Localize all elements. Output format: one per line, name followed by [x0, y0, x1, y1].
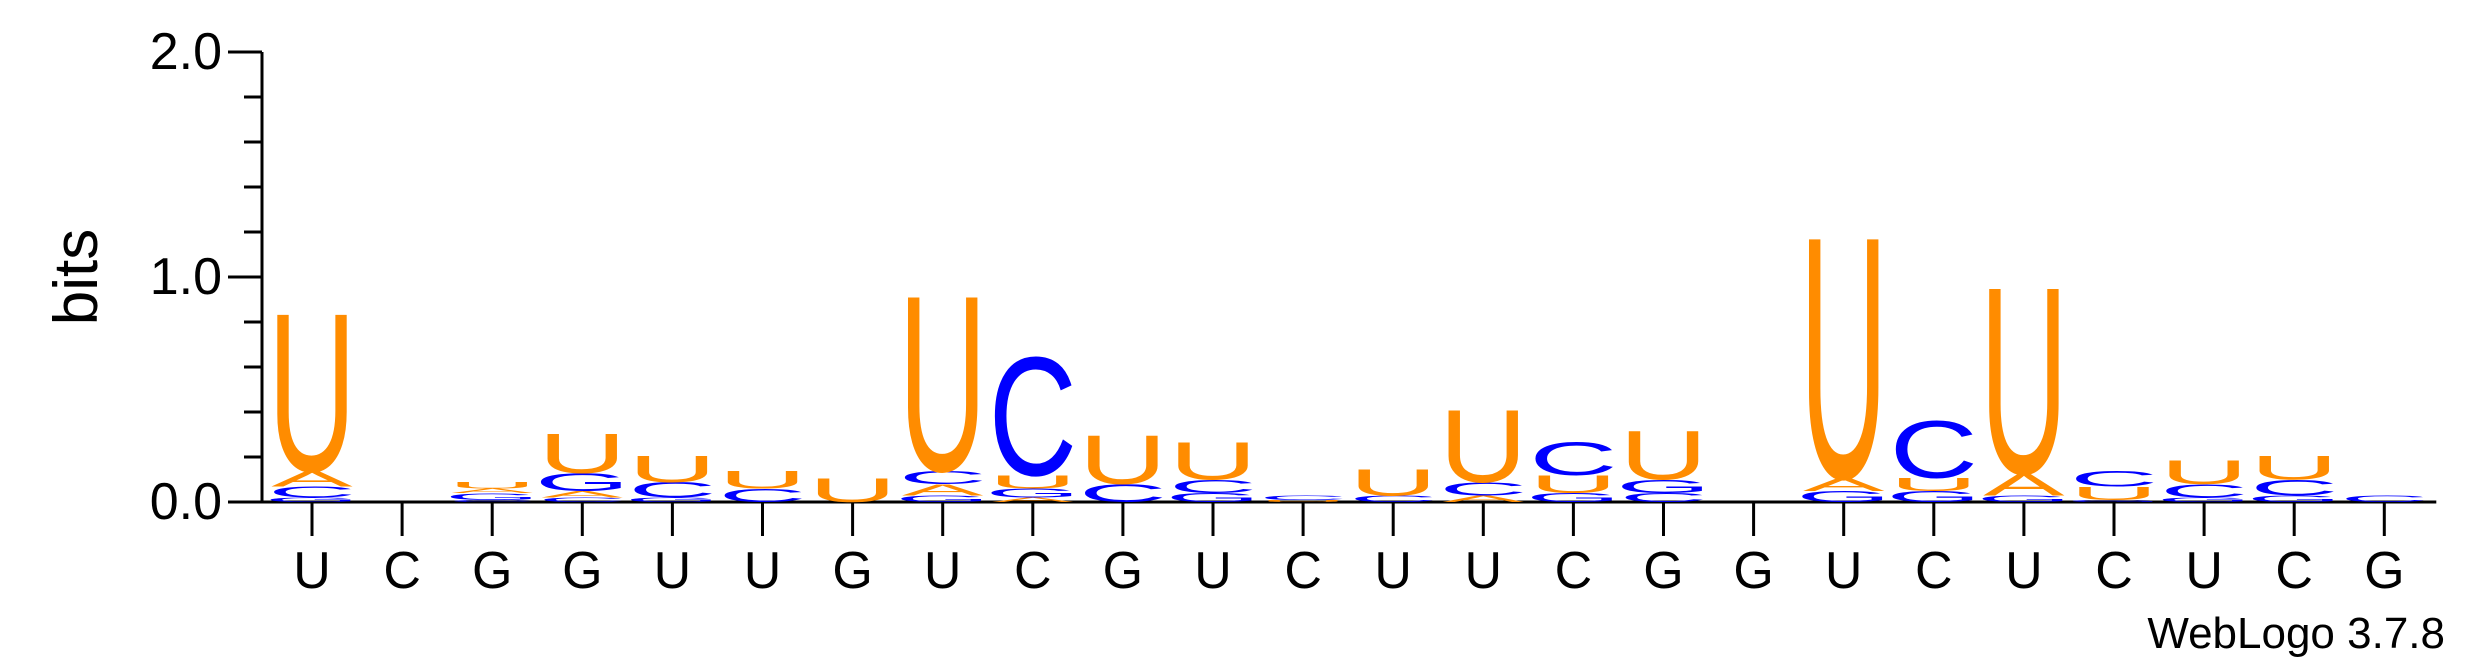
logo-letter-U: U	[2250, 449, 2338, 487]
logo-letter-U: U	[899, 243, 987, 524]
logo-letter-C: C	[538, 496, 626, 503]
logo-letter-A: A	[1443, 494, 1525, 504]
x-tick-label: U	[293, 542, 331, 600]
x-tick-label: C	[1915, 542, 1953, 600]
logo-letter-U: U	[718, 466, 806, 494]
x-tick-label: U	[1194, 542, 1232, 600]
y-tick-label: 1.0	[150, 248, 222, 306]
x-tick-label: U	[744, 542, 782, 600]
logo-letter-G: G	[1616, 476, 1711, 497]
logo-letter-G: G	[1526, 491, 1621, 505]
logo-letter-G: G	[535, 468, 630, 496]
logo-letter-A: A	[542, 489, 624, 499]
logo-letter-U: U	[1800, 164, 1888, 551]
logo-letter-G: G	[1886, 488, 1981, 505]
x-tick-label: C	[1555, 542, 1593, 600]
logo-letter-G: G	[625, 496, 720, 503]
x-tick-label: C	[2095, 542, 2133, 600]
logo-letter-G: G	[1796, 488, 1891, 505]
logo-letter-C: C	[1349, 494, 1437, 504]
logo-letter-U: U	[2070, 483, 2158, 504]
logo-letter-U: U	[448, 480, 536, 490]
weblogo-credit: WebLogo 3.7.8	[2147, 609, 2445, 658]
logo-letter-U: U	[808, 471, 896, 509]
logo-letter-C: C	[989, 322, 1077, 511]
logo-letter-C: C	[268, 483, 356, 500]
axes: 0.0 1.0 2.0 bits	[42, 23, 2437, 536]
logo-letter-A: A	[902, 481, 984, 498]
logo-letter-C: C	[1169, 476, 1257, 497]
y-tick-label: 2.0	[150, 23, 222, 81]
x-tick-label: C	[1014, 542, 1052, 600]
logo-letter-U: U	[989, 471, 1077, 492]
logo-letter-C: C	[1079, 479, 1167, 507]
logo-letter-U: U	[1529, 470, 1617, 498]
logo-letter-G: G	[895, 494, 990, 504]
y-tick-label: 0.0	[150, 473, 222, 531]
logo-letter-U: U	[538, 422, 626, 485]
logo-letter-U: U	[1980, 232, 2068, 530]
logo-letter-G: G	[264, 496, 359, 503]
logo-letter-G: G	[1976, 494, 2071, 504]
logo-letter-U: U	[1079, 422, 1167, 499]
logo-letter-G: G	[2247, 494, 2342, 504]
x-tick-label: G	[2364, 542, 2404, 600]
x-tick-label: U	[1825, 542, 1863, 600]
logo-letter-C: C	[1439, 478, 1527, 499]
logo-letter-A: A	[1803, 474, 1885, 495]
logo-letter-A: A	[992, 496, 1074, 503]
x-tick-label: U	[2005, 542, 2043, 600]
logo-letter-C: C	[1529, 432, 1617, 485]
logo-letter-A: A	[451, 487, 533, 494]
logo-letter-C: C	[1890, 404, 1978, 495]
logo-letter-C: C	[628, 478, 716, 503]
logo-letter-U: U	[1349, 461, 1437, 503]
logo-letter-U: U	[628, 448, 716, 490]
x-tick-label: G	[1103, 542, 1143, 600]
x-tick-label: U	[654, 542, 692, 600]
logo-letter-C: C	[718, 485, 806, 506]
logo-letter-G: G	[985, 486, 1080, 500]
x-tick-label: C	[2275, 542, 2313, 600]
logo-letter-C: C	[1619, 491, 1707, 505]
x-tick-label: U	[1374, 542, 1412, 600]
x-tick-label: C	[1284, 542, 1322, 600]
logo-letter-U: U	[1439, 388, 1527, 504]
x-tick-label: G	[1643, 542, 1683, 600]
logo-letter-U: U	[1619, 418, 1707, 495]
logo-letter-C: C	[2340, 494, 2428, 504]
x-tick-label: G	[1733, 542, 1773, 600]
x-tick-label: G	[832, 542, 872, 600]
logo-letter-C: C	[2250, 475, 2338, 500]
x-tick-label: C	[383, 542, 421, 600]
x-tick-label: U	[2185, 542, 2223, 600]
logo-letter-C: C	[2160, 480, 2248, 501]
logo-letter-U: U	[1169, 431, 1257, 490]
logo-letter-G: G	[2157, 496, 2252, 503]
x-tick-label: G	[472, 542, 512, 600]
logo-letter-G: G	[445, 491, 540, 501]
logo-letter-U: U	[1890, 474, 1978, 495]
logo-letter-G: G	[1165, 491, 1260, 505]
x-tick-label: U	[924, 542, 962, 600]
y-axis-label: bits	[42, 229, 111, 325]
logo-letter-C: C	[1259, 494, 1347, 501]
logo-letter-A: A	[271, 466, 353, 491]
logo-letter-U: U	[1259, 499, 1347, 502]
logo-letter-C: C	[899, 467, 987, 488]
x-tick-label: G	[562, 542, 602, 600]
logo-letter-G: G	[2066, 499, 2161, 502]
logo-letter-U: U	[2160, 453, 2248, 491]
logo-letter-C: C	[2070, 466, 2158, 491]
logo-letter-A: A	[1983, 467, 2065, 502]
x-tick-label: U	[1465, 542, 1503, 600]
logo-letter-C: C	[448, 499, 536, 502]
logo-letter-U: U	[268, 265, 356, 519]
